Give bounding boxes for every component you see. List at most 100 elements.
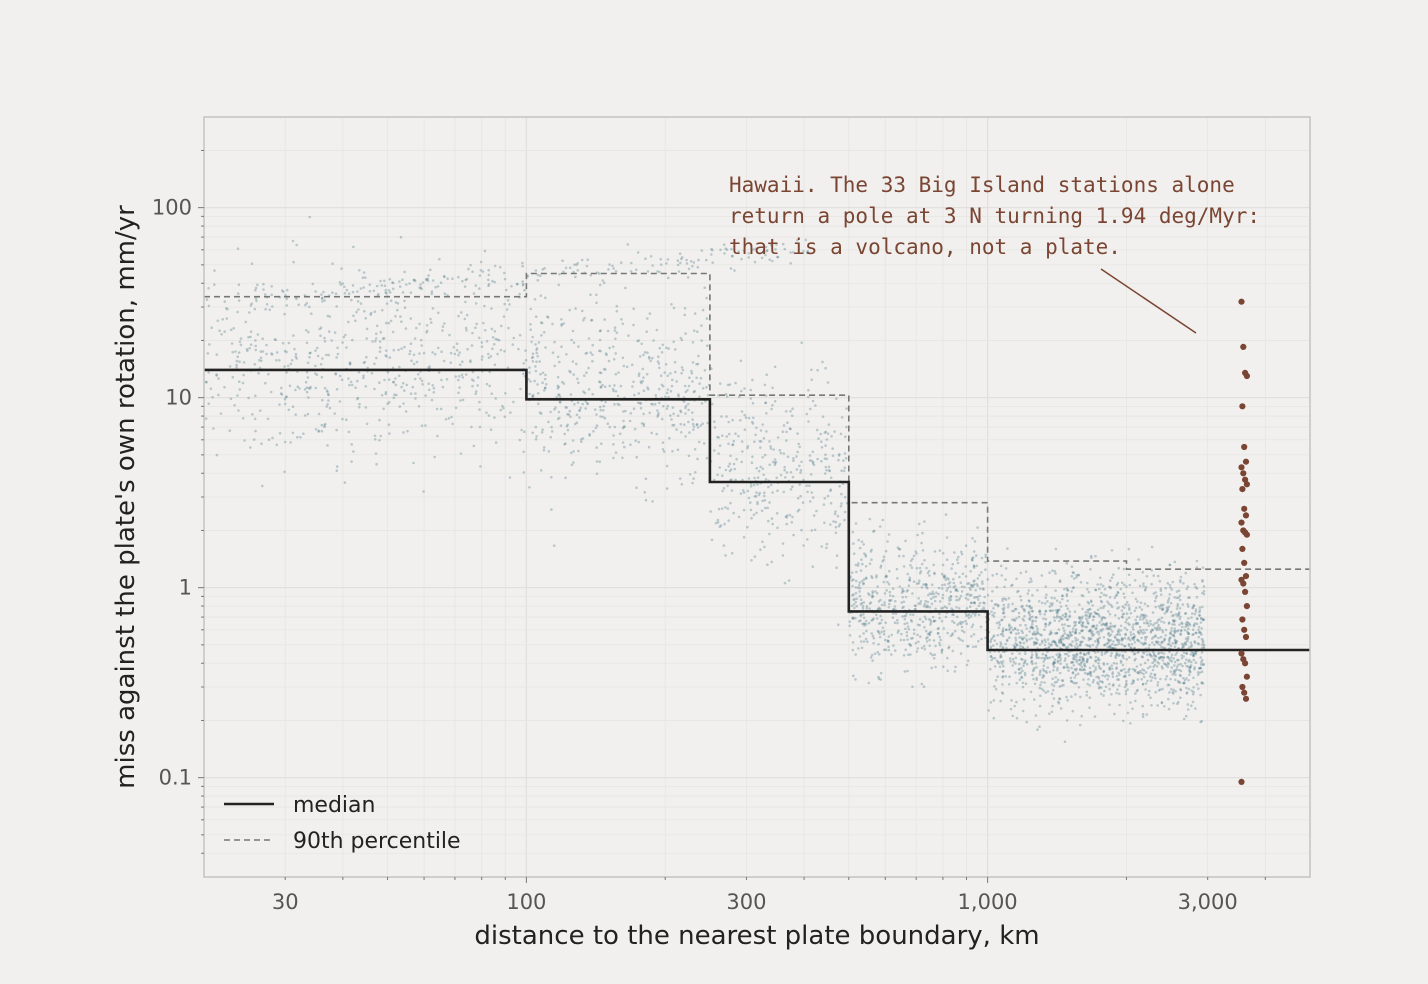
scatter-point [598,405,602,409]
scatter-point [345,418,348,422]
scatter-point [1172,634,1176,637]
scatter-point [840,502,843,505]
scatter-point [1123,606,1126,610]
scatter-point [543,267,546,270]
scatter-point [824,430,828,434]
scatter-point [910,620,914,623]
scatter-point [1150,637,1154,640]
scatter-point [1176,702,1179,705]
scatter-point [1034,633,1037,636]
scatter-point [555,395,558,399]
scatter-point [328,315,332,318]
scatter-point [1132,638,1136,642]
scatter-point [1054,632,1057,635]
scatter-point [328,406,332,410]
scatter-point [679,422,683,426]
scatter-point [471,270,474,274]
scatter-point [270,285,274,288]
scatter-point [1087,622,1090,625]
scatter-point [997,620,1001,624]
scatter-point [1070,666,1073,670]
scatter-point [911,557,914,561]
scatter-point [968,586,972,590]
scatter-point [572,450,575,453]
scatter-point [1109,603,1113,607]
scatter-point [1071,709,1075,713]
scatter-point [343,291,347,295]
scatter-point [1005,628,1008,632]
scatter-point [1167,605,1171,609]
scatter-point [881,560,884,563]
scatter-point [984,555,987,559]
scatter-point [843,466,847,470]
scatter-point [1171,691,1175,694]
scatter-point [405,283,408,286]
scatter-point [1070,680,1073,683]
scatter-point [1055,680,1059,684]
scatter-point [940,607,943,610]
scatter-point [443,275,446,279]
scatter-point [1198,671,1202,674]
scatter-point [762,494,766,498]
scatter-point [1165,609,1168,613]
scatter-point [1017,611,1021,615]
scatter-point [631,385,634,388]
scatter-point [1088,666,1092,670]
scatter-point [1014,656,1018,660]
scatter-point [771,491,774,494]
scatter-point [888,599,891,602]
scatter-point [1057,641,1061,644]
scatter-point [1008,627,1011,630]
scatter-point [877,607,880,611]
scatter-point [801,501,805,504]
scatter-point [323,299,327,302]
scatter-point [1194,610,1198,613]
scatter-point [624,409,627,413]
scatter-point [1176,658,1179,662]
scatter-point [657,355,660,359]
scatter-point [1022,662,1026,665]
scatter-point [1059,662,1062,665]
scatter-point [622,410,625,413]
scatter-point [1079,695,1082,699]
scatter-point [765,373,768,377]
scatter-point [959,594,963,598]
scatter-point [762,473,765,477]
scatter-point [1183,628,1187,632]
scatter-point [896,546,900,549]
scatter-point [1035,652,1038,655]
scatter-point [529,380,532,383]
scatter-point [633,427,637,431]
scatter-point [1034,616,1038,619]
scatter-point [964,565,967,568]
scatter-point [1151,641,1154,644]
scatter-point [1091,634,1094,638]
scatter-point [972,565,976,568]
scatter-point [1106,641,1110,645]
scatter-point [401,381,405,385]
scatter-point [1085,690,1089,694]
scatter-point [1064,646,1068,649]
scatter-point [602,367,606,371]
scatter-point [389,299,393,303]
scatter-point [1071,630,1075,633]
scatter-point [363,360,367,364]
scatter-point [1167,621,1171,624]
scatter-point [1036,631,1039,635]
scatter-point [598,371,602,374]
scatter-point [894,599,897,603]
scatter-point [1167,622,1171,625]
scatter-point [1170,588,1174,591]
scatter-point [1056,611,1059,615]
scatter-point [433,352,437,356]
scatter-point [925,566,928,570]
scatter-point [1094,554,1097,558]
scatter-point [940,649,944,652]
scatter-point [1054,642,1057,645]
scatter-point [1044,654,1048,658]
scatter-point [584,352,587,355]
scatter-point [676,263,680,267]
scatter-point [1166,601,1170,604]
scatter-point [1173,623,1176,626]
scatter-point [933,653,936,656]
